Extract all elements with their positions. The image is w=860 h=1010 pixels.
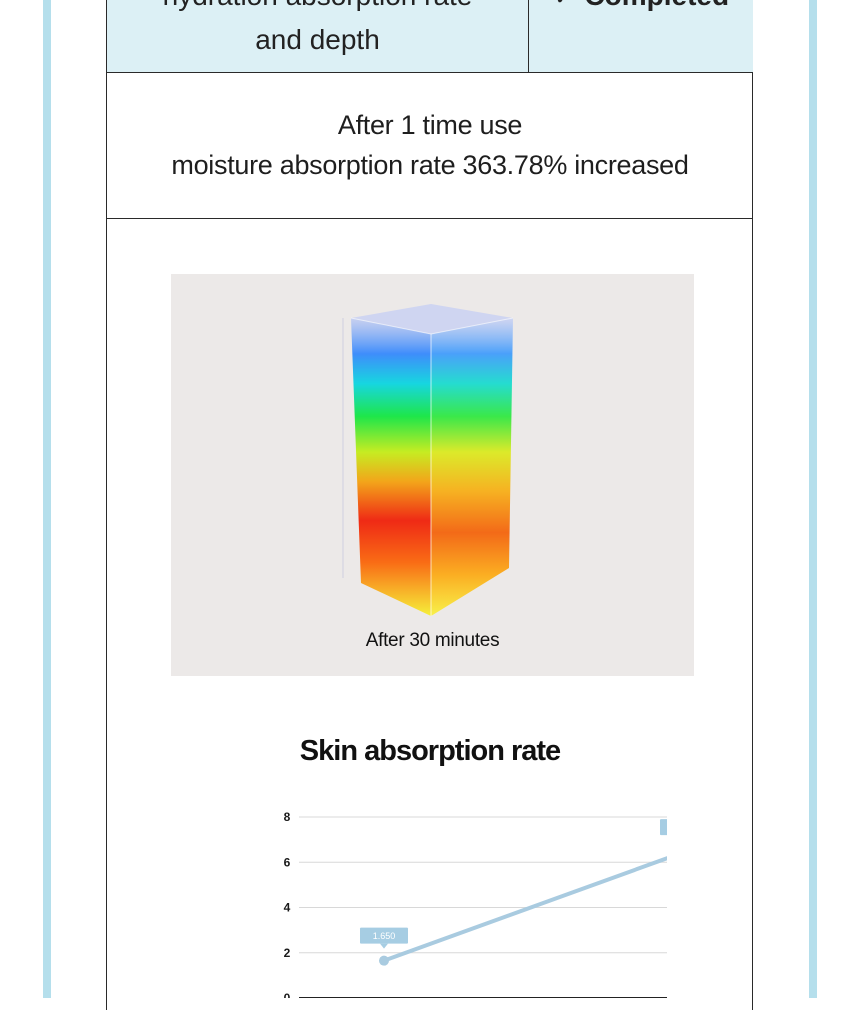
y-tick-label: 8 <box>284 810 291 824</box>
result-line-2: moisture absorption rate 363.78% increas… <box>171 150 689 180</box>
y-tick-label: 0 <box>284 991 291 998</box>
y-tick-label: 4 <box>284 901 291 915</box>
result-text: After 1 time use moisture absorption rat… <box>107 105 753 185</box>
data-point <box>379 955 389 966</box>
data-label-box <box>360 927 408 944</box>
table-header-row: hydration absorption rate and depth ✓ Com… <box>107 0 753 73</box>
series-line <box>382 856 667 963</box>
y-tick-label: 6 <box>284 855 291 869</box>
test-item-label: hydration absorption rate and depth <box>107 0 528 62</box>
image-caption: After 30 minutes <box>365 630 500 651</box>
test-item-line-2: and depth <box>255 24 380 55</box>
data-label: 1.650 <box>373 931 396 941</box>
hydration-cube-graphic <box>342 304 514 616</box>
y-tick-label: 2 <box>284 946 291 960</box>
right-accent-bar <box>809 0 817 998</box>
status-text: Completed <box>584 0 729 11</box>
column-divider <box>528 0 529 72</box>
status-label: ✓ Completed <box>529 0 753 18</box>
data-label-pointer <box>380 943 388 949</box>
hydration-3d-image: After 30 minutes <box>171 274 694 676</box>
left-accent-bar <box>43 0 51 998</box>
result-row: After 1 time use moisture absorption rat… <box>107 73 753 219</box>
check-icon: ✓ <box>553 0 576 11</box>
content-panel: hydration absorption rate and depth ✓ Com… <box>106 0 753 1010</box>
chart-title: Skin absorption rate <box>299 735 561 767</box>
result-line-1: After 1 time use <box>337 110 523 140</box>
data-label-box <box>660 819 667 836</box>
test-item-line-1: hydration absorption rate <box>107 0 528 18</box>
